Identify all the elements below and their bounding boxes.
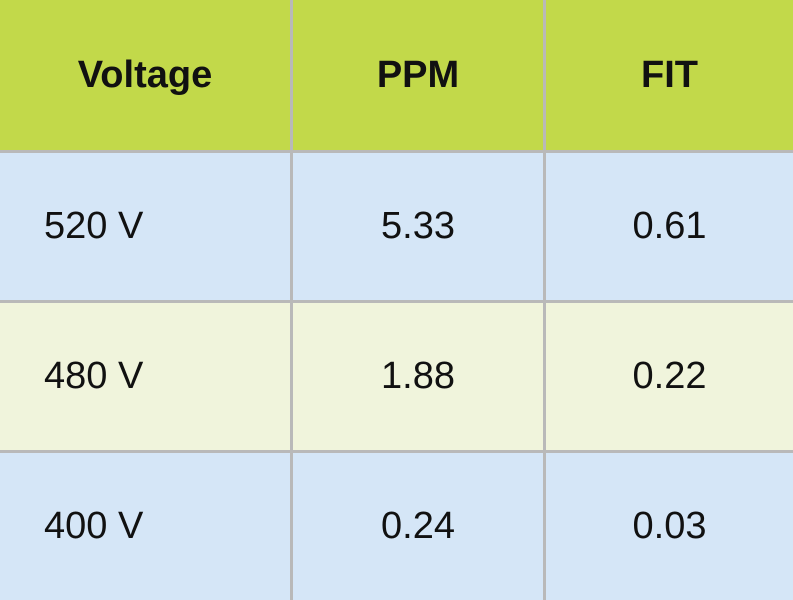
cell-voltage-row-1: 520 V (0, 150, 290, 300)
header-ppm: PPM (290, 0, 543, 150)
cell-ppm-row-2: 1.88 (290, 300, 543, 450)
cell-fit-row-2: 0.22 (543, 300, 793, 450)
cell-fit-row-3: 0.03 (543, 450, 793, 600)
cell-ppm-row-1: 5.33 (290, 150, 543, 300)
cell-fit-row-1: 0.61 (543, 150, 793, 300)
cell-ppm-row-3: 0.24 (290, 450, 543, 600)
header-voltage: Voltage (0, 0, 290, 150)
cell-voltage-row-2: 480 V (0, 300, 290, 450)
header-fit: FIT (543, 0, 793, 150)
cell-voltage-row-3: 400 V (0, 450, 290, 600)
